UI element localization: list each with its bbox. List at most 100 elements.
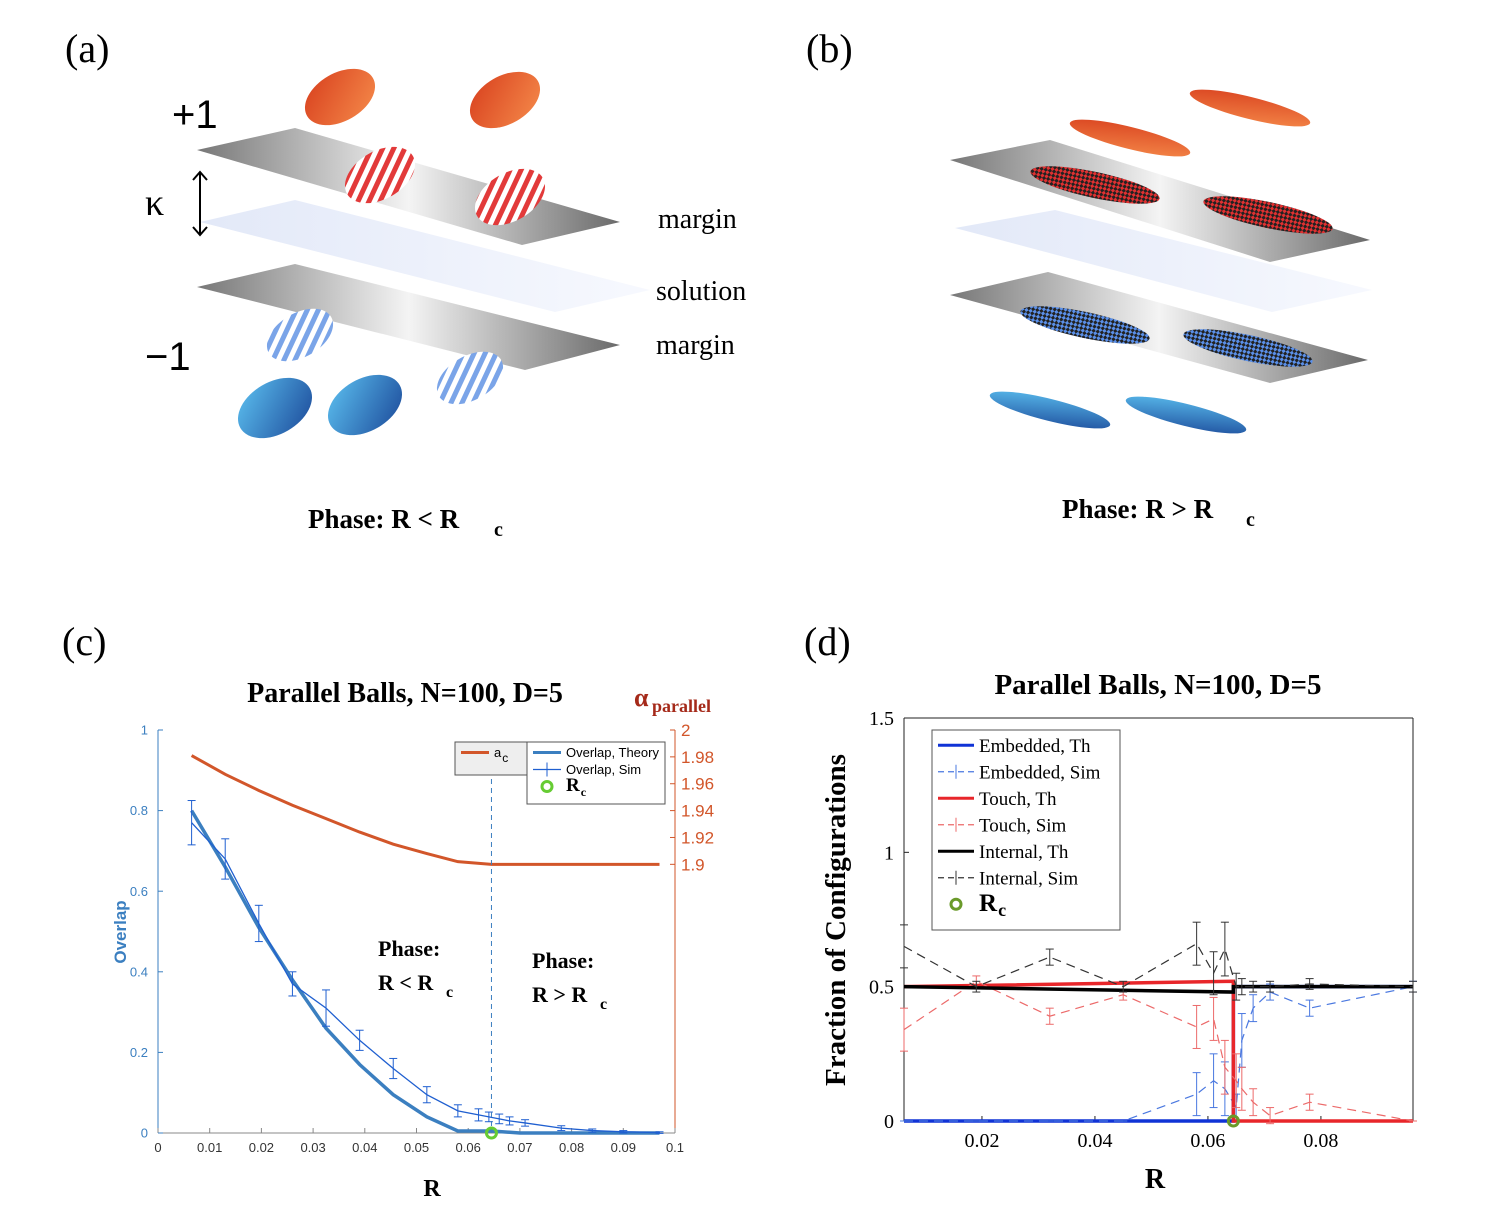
ellipse bbox=[344, 146, 416, 204]
y2-tick-label: 2 bbox=[681, 721, 690, 740]
error-bar bbox=[453, 1104, 462, 1118]
y-label: Overlap bbox=[111, 900, 130, 963]
panel-label: (a) bbox=[65, 26, 109, 71]
ellipse bbox=[1069, 119, 1191, 157]
error-bar bbox=[505, 1116, 514, 1126]
error-bar bbox=[221, 838, 230, 880]
ellipse bbox=[328, 374, 402, 436]
legend-label: Touch, Sim bbox=[979, 815, 1067, 836]
x-tick-label: 0.08 bbox=[559, 1140, 584, 1155]
marker bbox=[484, 1126, 498, 1140]
y-tick-label: 0 bbox=[884, 1111, 894, 1133]
label: solution bbox=[656, 276, 746, 307]
error-bar bbox=[1220, 921, 1229, 977]
annotation: R < R bbox=[378, 970, 434, 995]
series-line bbox=[904, 984, 1413, 1123]
x-tick-label: 0.03 bbox=[300, 1140, 325, 1155]
x-tick-label: 0 bbox=[154, 1140, 161, 1155]
marker bbox=[1226, 1114, 1240, 1128]
legend-label: Embedded, Th bbox=[979, 736, 1091, 757]
error-bar bbox=[1305, 1093, 1314, 1111]
legend-label: Overlap, Sim bbox=[566, 762, 641, 777]
annotation: c bbox=[600, 996, 607, 1013]
error-bar bbox=[288, 971, 297, 997]
y2-tick-label: 1.92 bbox=[681, 828, 714, 847]
error-bar bbox=[1237, 1013, 1246, 1068]
y2-tick-label: 1.96 bbox=[681, 775, 714, 794]
diagram-a: (a) +1 κ −1 margin solution margin Phase… bbox=[65, 26, 746, 541]
legend-box bbox=[454, 741, 528, 776]
error-bar bbox=[1266, 980, 1275, 993]
error-bar bbox=[254, 904, 263, 943]
legend-label: Internal, Sim bbox=[979, 868, 1078, 889]
ellipse bbox=[304, 68, 376, 126]
annotation: c bbox=[446, 984, 453, 1001]
y-tick-label: 0.2 bbox=[130, 1045, 148, 1060]
legend-label-sub: c bbox=[581, 785, 587, 799]
plane bbox=[955, 210, 1372, 312]
y-label: Fraction of Configurations bbox=[820, 754, 852, 1086]
x-label: R bbox=[1145, 1164, 1166, 1195]
error-bar bbox=[389, 1057, 398, 1080]
error-bar bbox=[355, 1029, 364, 1051]
legend-box bbox=[931, 729, 1121, 931]
error-bar bbox=[1192, 921, 1201, 966]
x-tick-label: 0.02 bbox=[249, 1140, 274, 1155]
legend-label: Overlap, Theory bbox=[566, 745, 659, 760]
error-bar bbox=[1209, 1053, 1218, 1109]
ellipse bbox=[1189, 89, 1311, 127]
legend-label-sub: c bbox=[998, 900, 1006, 920]
error-bar bbox=[1232, 1053, 1241, 1109]
x-tick-label: 0.05 bbox=[404, 1140, 429, 1155]
error-bar bbox=[521, 1119, 530, 1127]
x-label: R bbox=[423, 1176, 441, 1202]
x-tick-label: 0.01 bbox=[197, 1140, 222, 1155]
series-line bbox=[903, 980, 1414, 1122]
y2-tick-label: 1.9 bbox=[681, 855, 705, 874]
ellipse bbox=[469, 71, 541, 129]
annotation: Phase: bbox=[532, 948, 594, 973]
legend-label: R bbox=[566, 775, 580, 796]
y-tick-label: 0.5 bbox=[869, 977, 894, 999]
y2-label-sub: parallel bbox=[652, 696, 711, 716]
label: margin bbox=[656, 330, 735, 361]
panel-label: (b) bbox=[806, 26, 853, 71]
y2-label: α bbox=[634, 683, 649, 712]
caption-sub: c bbox=[1246, 509, 1255, 531]
series-line bbox=[903, 979, 1413, 1123]
legend-label: a bbox=[494, 745, 502, 760]
error-bar bbox=[972, 980, 981, 993]
error-bar bbox=[1192, 1004, 1201, 1049]
ellipse bbox=[1183, 329, 1313, 367]
chart: 0 0.01 0.02 0.03 0.04 0.05 0.06 0.07 0.08 0.09 0.1… bbox=[130, 721, 714, 1155]
error-bar bbox=[1209, 996, 1218, 1041]
ellipse bbox=[989, 391, 1111, 429]
error-bar bbox=[1249, 994, 1258, 1023]
x-tick-label: 0.07 bbox=[507, 1140, 532, 1155]
error-bar bbox=[187, 800, 196, 846]
y2-tick-label: 1.94 bbox=[681, 802, 714, 821]
error-bar bbox=[1249, 980, 1258, 993]
chart: 0.02 0.04 0.06 0.08 0 0.5 1 1.5 Embedded, Th Embe… bbox=[869, 708, 1417, 1152]
legend-label: Internal, Th bbox=[979, 842, 1069, 863]
x-tick-label: 0.06 bbox=[1190, 1130, 1225, 1152]
caption-sub: c bbox=[494, 519, 503, 541]
error-bar bbox=[1266, 1107, 1275, 1125]
series-line bbox=[190, 754, 660, 866]
x-tick-label: 0.04 bbox=[352, 1140, 377, 1155]
error-bar bbox=[1237, 978, 1246, 996]
label: −1 bbox=[145, 335, 191, 379]
ellipse bbox=[1030, 166, 1160, 204]
error-bar bbox=[619, 1130, 628, 1134]
error-bar bbox=[1119, 980, 1128, 993]
ellipse bbox=[1125, 396, 1247, 434]
error-bar bbox=[1237, 1066, 1246, 1111]
legend-swatch bbox=[540, 780, 554, 793]
label: κ bbox=[145, 182, 164, 224]
y-tick-label: 0.8 bbox=[130, 803, 148, 818]
legend-label-sub: c bbox=[502, 751, 508, 765]
legend-swatch bbox=[949, 897, 963, 911]
panel-label: (d) bbox=[804, 619, 851, 664]
legend-label: R bbox=[979, 890, 998, 917]
